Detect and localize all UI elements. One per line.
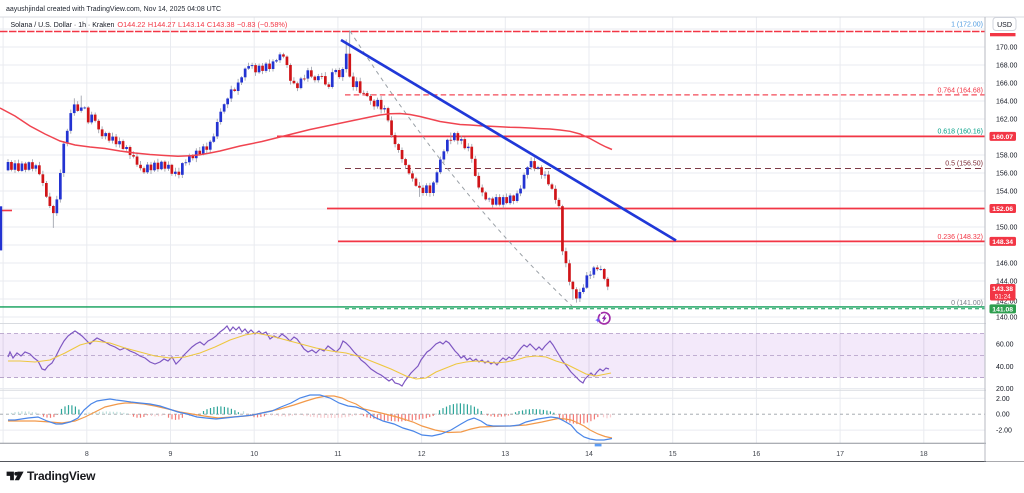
svg-text:2.00: 2.00 xyxy=(996,396,1010,403)
svg-text:162.00: 162.00 xyxy=(996,117,1018,124)
svg-text:aayushjindal created with Trad: aayushjindal created with TradingView.co… xyxy=(6,6,221,13)
svg-text:0.00: 0.00 xyxy=(996,412,1010,419)
svg-text:1 (172.00): 1 (172.00) xyxy=(951,22,983,29)
svg-text:12: 12 xyxy=(418,451,426,458)
svg-text:0.236 (148.32): 0.236 (148.32) xyxy=(937,234,983,241)
svg-text:140.00: 140.00 xyxy=(996,315,1018,322)
svg-text:166.00: 166.00 xyxy=(996,81,1018,88)
svg-text:16: 16 xyxy=(753,451,761,458)
svg-text:164.00: 164.00 xyxy=(996,99,1018,106)
svg-text:11: 11 xyxy=(334,451,341,458)
svg-text:TradingView: TradingView xyxy=(27,469,96,483)
svg-text:51:24: 51:24 xyxy=(995,294,1011,301)
svg-text:152.06: 152.06 xyxy=(992,206,1013,213)
svg-text:0.5 (156.50): 0.5 (156.50) xyxy=(945,160,983,167)
svg-text:9: 9 xyxy=(169,451,173,458)
svg-text:160.07: 160.07 xyxy=(992,134,1013,141)
svg-text:14: 14 xyxy=(585,451,593,458)
svg-text:156.00: 156.00 xyxy=(996,171,1018,178)
svg-text:18: 18 xyxy=(920,451,928,458)
svg-text:150.00: 150.00 xyxy=(996,225,1018,232)
svg-text:60.00: 60.00 xyxy=(996,342,1014,349)
svg-text:170.00: 170.00 xyxy=(996,45,1018,52)
svg-text:13: 13 xyxy=(501,451,509,458)
svg-text:141.08: 141.08 xyxy=(992,306,1013,313)
svg-text:158.00: 158.00 xyxy=(996,153,1018,160)
svg-text:USD: USD xyxy=(997,22,1012,29)
svg-text:146.00: 146.00 xyxy=(996,261,1018,268)
svg-text:148.34: 148.34 xyxy=(992,239,1013,246)
svg-text:40.00: 40.00 xyxy=(996,364,1014,371)
svg-text:154.00: 154.00 xyxy=(996,189,1018,196)
svg-text:17: 17 xyxy=(836,451,844,458)
svg-text:143.38: 143.38 xyxy=(992,286,1013,293)
svg-text:20.00: 20.00 xyxy=(996,386,1014,393)
svg-text:Solana / U.S. Dollar · 1h · Kr: Solana / U.S. Dollar · 1h · Kraken O144.2… xyxy=(11,20,288,29)
svg-text:0.764 (164.68): 0.764 (164.68) xyxy=(937,88,983,95)
svg-text:144.00: 144.00 xyxy=(996,279,1018,286)
svg-text:8: 8 xyxy=(85,451,89,458)
svg-text:-2.00: -2.00 xyxy=(996,428,1012,435)
svg-text:15: 15 xyxy=(669,451,677,458)
svg-text:142.00: 142.00 xyxy=(996,299,1018,306)
svg-text:0 (141.00): 0 (141.00) xyxy=(951,300,983,307)
svg-text:0.618 (160.16): 0.618 (160.16) xyxy=(937,129,983,136)
svg-text:10: 10 xyxy=(250,451,258,458)
svg-text:168.00: 168.00 xyxy=(996,63,1018,70)
